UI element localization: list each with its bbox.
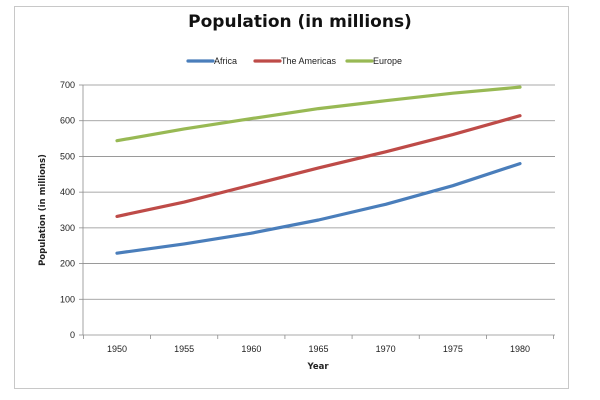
series-line-europe <box>115 85 522 143</box>
y-axis-title: Population (in millions) <box>38 154 48 266</box>
x-tick-label: 1960 <box>241 344 261 354</box>
y-tick-label: 500 <box>60 151 75 161</box>
y-tick-label: 0 <box>70 330 75 340</box>
axes <box>79 84 555 339</box>
x-axis-title: Year <box>306 362 329 372</box>
legend-label-the-americas: The Americas <box>281 56 337 66</box>
legend: Africa The Americas Europe <box>186 56 402 66</box>
x-tick-labels: 1950 1955 1960 1965 1970 1975 1980 <box>107 344 530 354</box>
y-tick-label: 600 <box>60 116 75 126</box>
x-tick-label: 1950 <box>107 344 127 354</box>
series-line-the-americas <box>115 114 522 218</box>
x-tick-label: 1980 <box>510 344 530 354</box>
y-tick-label: 300 <box>60 223 75 233</box>
chart-frame <box>14 6 569 389</box>
y-tick-label: 100 <box>60 294 75 304</box>
x-tick-label: 1970 <box>376 344 396 354</box>
legend-label-africa: Africa <box>214 56 237 66</box>
x-tick-label: 1965 <box>308 344 328 354</box>
gridlines <box>83 84 555 300</box>
y-tick-label: 400 <box>60 187 75 197</box>
y-tick-labels: 0 100 200 300 400 500 600 700 <box>60 80 75 340</box>
series-lines <box>115 85 522 255</box>
y-tick-label: 200 <box>60 259 75 269</box>
series-line-africa <box>115 162 522 255</box>
x-tick-label: 1975 <box>443 344 463 354</box>
x-tick-label: 1955 <box>174 344 194 354</box>
y-tick-label: 700 <box>60 80 75 90</box>
legend-label-europe: Europe <box>373 56 402 66</box>
chart-title: Population (in millions) <box>188 12 412 32</box>
